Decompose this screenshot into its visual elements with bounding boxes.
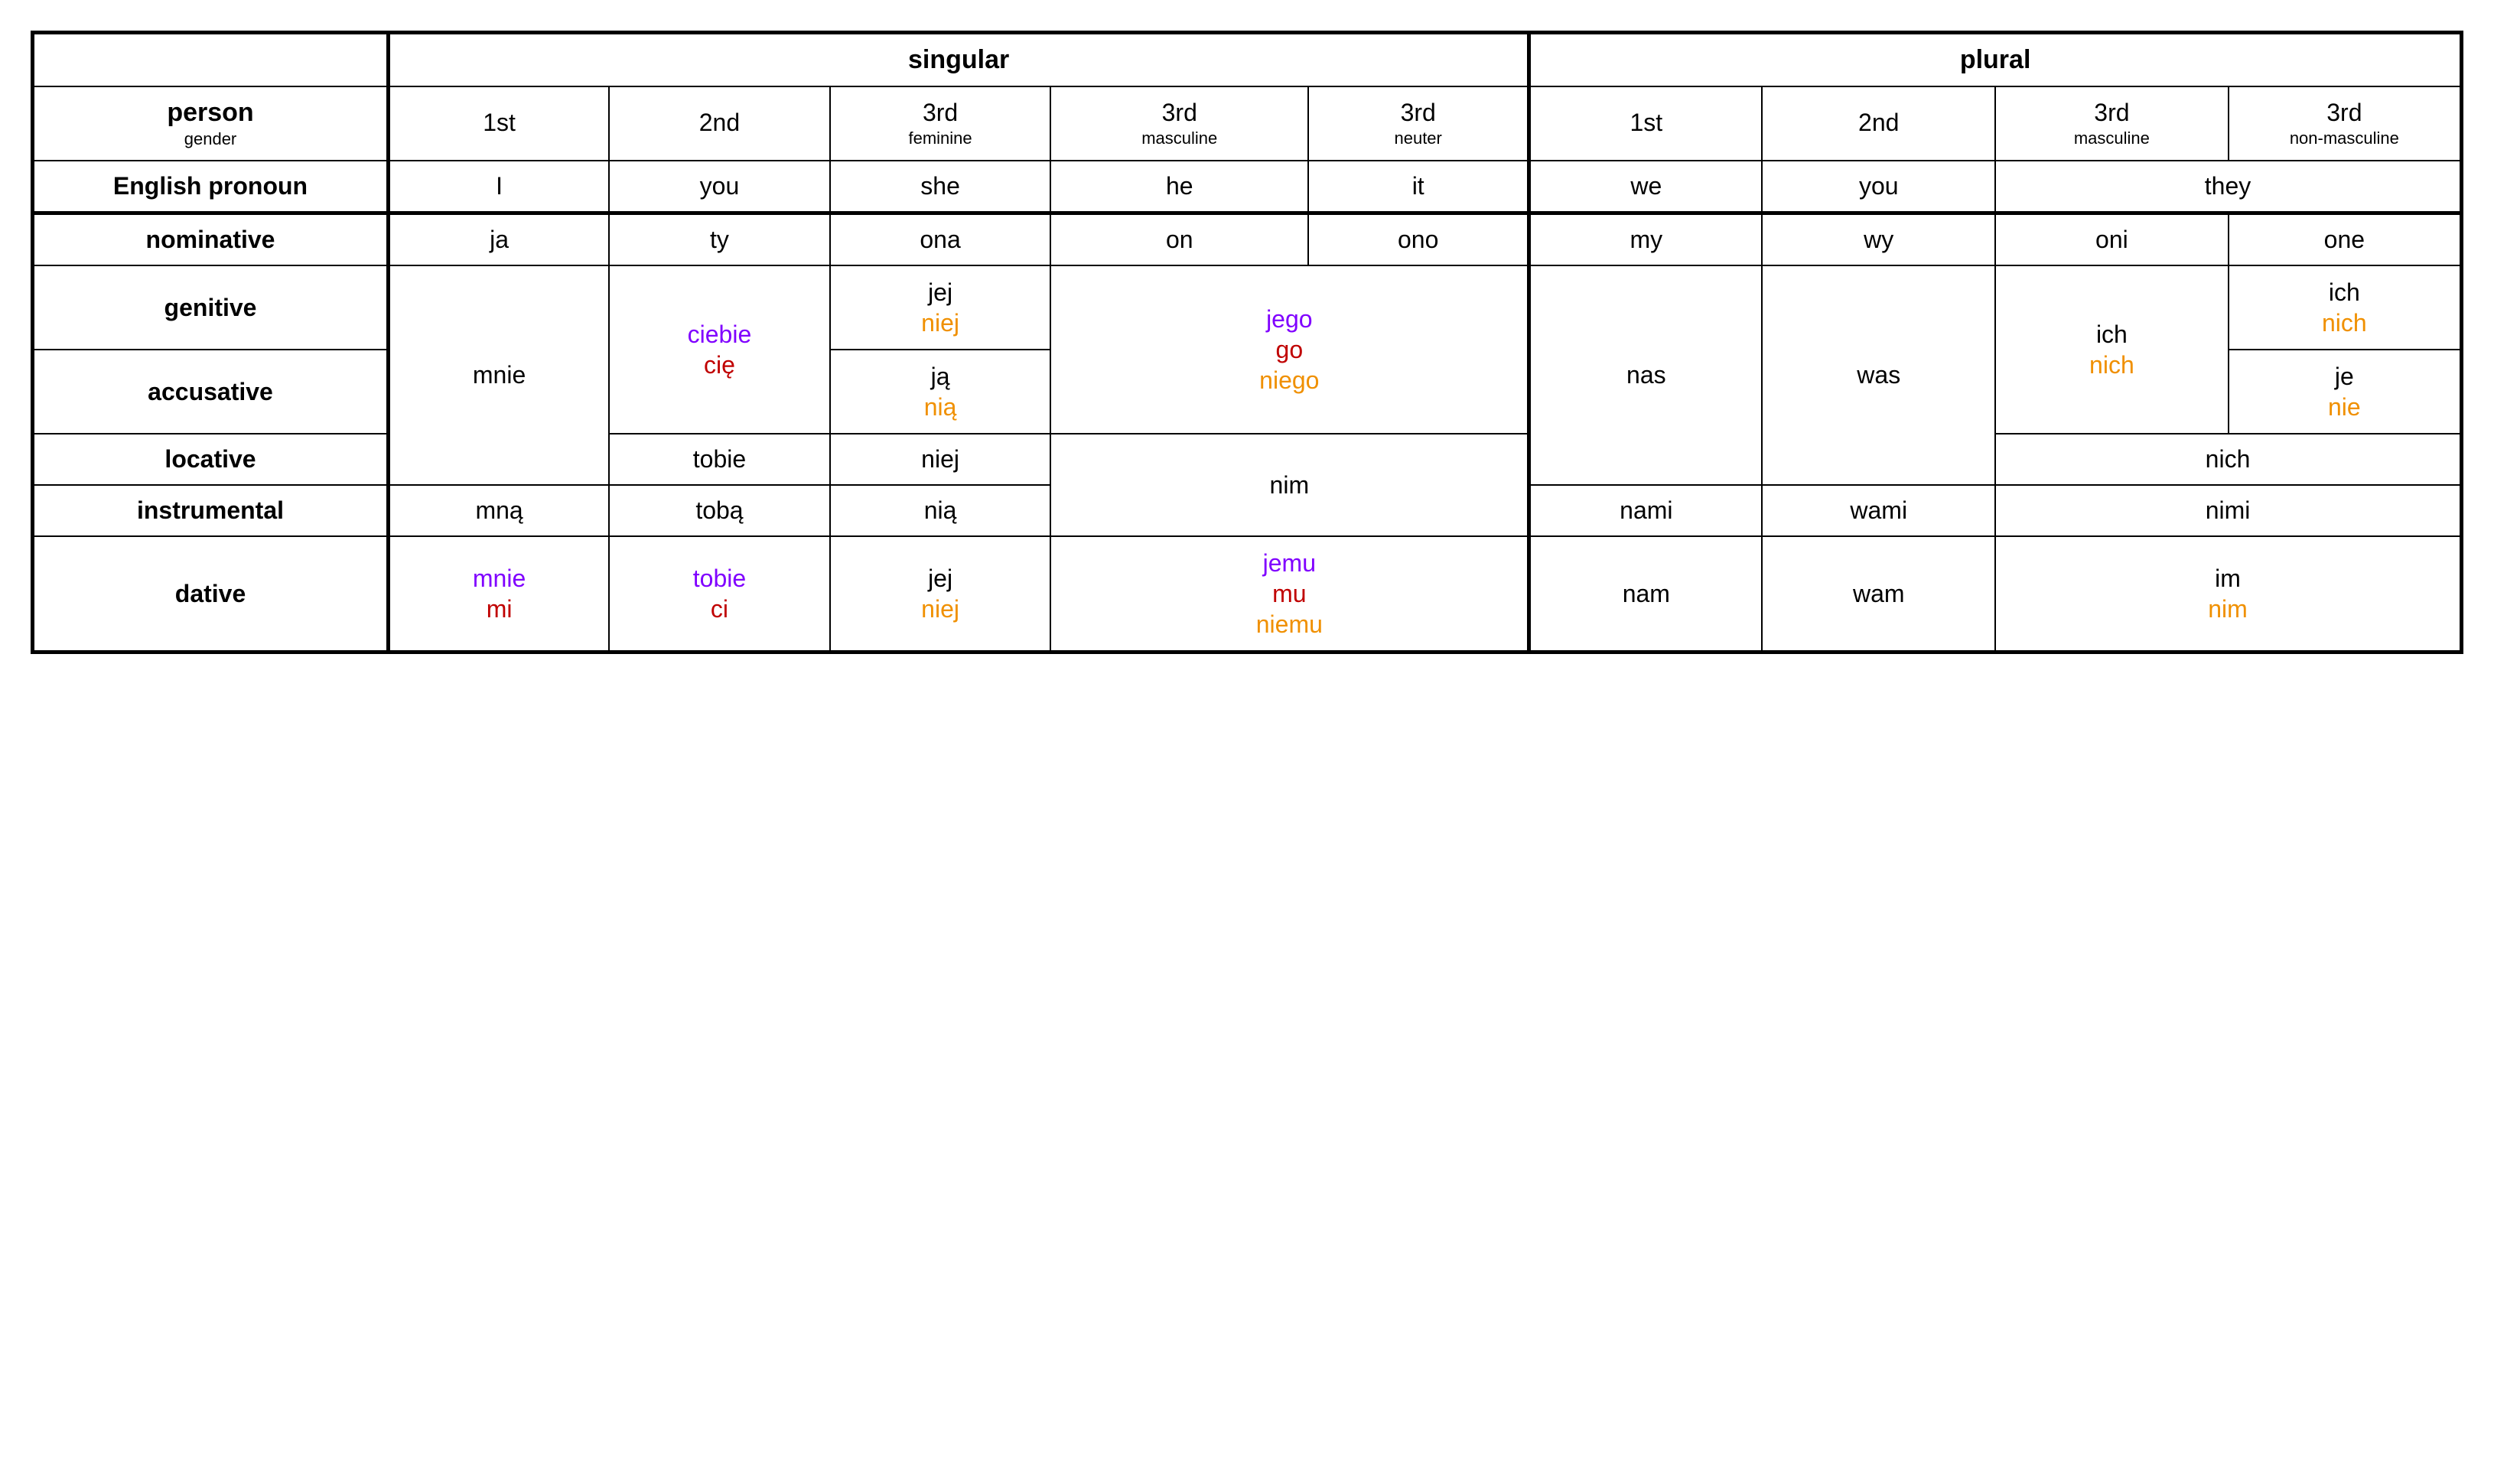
col-p2: 2nd: [1762, 86, 1995, 161]
nom-s2: ty: [609, 213, 830, 266]
col-s2: 2nd: [609, 86, 830, 161]
eng-s3f: she: [830, 161, 1051, 213]
nom-s3m: on: [1050, 213, 1308, 266]
col-p3n: 3rdnon-masculine: [2229, 86, 2462, 161]
label-instrumental: instrumental: [33, 485, 389, 536]
col-s3f: 3rdfeminine: [830, 86, 1051, 161]
dat-p3: im nim: [1995, 536, 2461, 653]
col-p1: 1st: [1529, 86, 1763, 161]
pronoun-declension-table: singular plural person gender 1st 2nd 3r…: [31, 31, 2463, 654]
eng-s3n: it: [1308, 161, 1529, 213]
eng-s3m: he: [1050, 161, 1308, 213]
empty-corner: [33, 33, 389, 87]
label-dative: dative: [33, 536, 389, 653]
gen-acc-p3m: ich nich: [1995, 265, 2229, 434]
instr-p1: nami: [1529, 485, 1763, 536]
row-genitive: genitive mnie ciebie cię jej niej jego g…: [33, 265, 2462, 350]
label-genitive: genitive: [33, 265, 389, 350]
nom-p3n: one: [2229, 213, 2462, 266]
eng-p1: we: [1529, 161, 1763, 213]
header-plural: plural: [1529, 33, 2462, 87]
nom-s3n: ono: [1308, 213, 1529, 266]
nom-p3m: oni: [1995, 213, 2229, 266]
label-accusative: accusative: [33, 350, 389, 434]
row-nominative: nominative ja ty ona on ono my wy oni on…: [33, 213, 2462, 266]
gen-acc-s2: ciebie cię: [609, 265, 830, 434]
eng-p3: they: [1995, 161, 2461, 213]
header-number-row: singular plural: [33, 33, 2462, 87]
header-singular: singular: [389, 33, 1529, 87]
nom-p1: my: [1529, 213, 1763, 266]
instr-s1: mną: [389, 485, 610, 536]
dat-s1: mnie mi: [389, 536, 610, 653]
gen-acc-s3mn: jego go niego: [1050, 265, 1529, 434]
acc-p3n: je nie: [2229, 350, 2462, 434]
col-p3m: 3rdmasculine: [1995, 86, 2229, 161]
instr-p3: nimi: [1995, 485, 2461, 536]
row-dative: dative mnie mi tobie ci jej niej jemu mu…: [33, 536, 2462, 653]
col-s1: 1st: [389, 86, 610, 161]
label-nominative: nominative: [33, 213, 389, 266]
header-english-row: English pronoun I you she he it we you t…: [33, 161, 2462, 213]
loc-s2: tobie: [609, 434, 830, 485]
loc-s3f: niej: [830, 434, 1051, 485]
header-english-pronoun: English pronoun: [33, 161, 389, 213]
gen-acc-loc-p1: nas: [1529, 265, 1763, 485]
acc-s3f: ją nią: [830, 350, 1051, 434]
nom-p2: wy: [1762, 213, 1995, 266]
dat-s3mn: jemu mu niemu: [1050, 536, 1529, 653]
dat-s2: tobie ci: [609, 536, 830, 653]
header-person-gender: person gender: [33, 86, 389, 161]
gen-p3n: ich nich: [2229, 265, 2462, 350]
loc-p3: nich: [1995, 434, 2461, 485]
nom-s3f: ona: [830, 213, 1051, 266]
label-locative: locative: [33, 434, 389, 485]
instr-s3f: nią: [830, 485, 1051, 536]
gen-s3f: jej niej: [830, 265, 1051, 350]
col-s3m: 3rdmasculine: [1050, 86, 1308, 161]
dat-p1: nam: [1529, 536, 1763, 653]
gen-acc-loc-s1: mnie: [389, 265, 610, 485]
col-s3n: 3rdneuter: [1308, 86, 1529, 161]
dat-p2: wam: [1762, 536, 1995, 653]
dat-s3f: jej niej: [830, 536, 1051, 653]
gen-acc-loc-p2: was: [1762, 265, 1995, 485]
header-person-row: person gender 1st 2nd 3rdfeminine 3rdmas…: [33, 86, 2462, 161]
instr-p2: wami: [1762, 485, 1995, 536]
instr-s2: tobą: [609, 485, 830, 536]
nom-s1: ja: [389, 213, 610, 266]
header-gender-label: gender: [39, 129, 382, 149]
eng-p2: you: [1762, 161, 1995, 213]
eng-s1: I: [389, 161, 610, 213]
loc-instr-s3mn: nim: [1050, 434, 1529, 536]
eng-s2: you: [609, 161, 830, 213]
header-person-label: person: [167, 98, 253, 127]
